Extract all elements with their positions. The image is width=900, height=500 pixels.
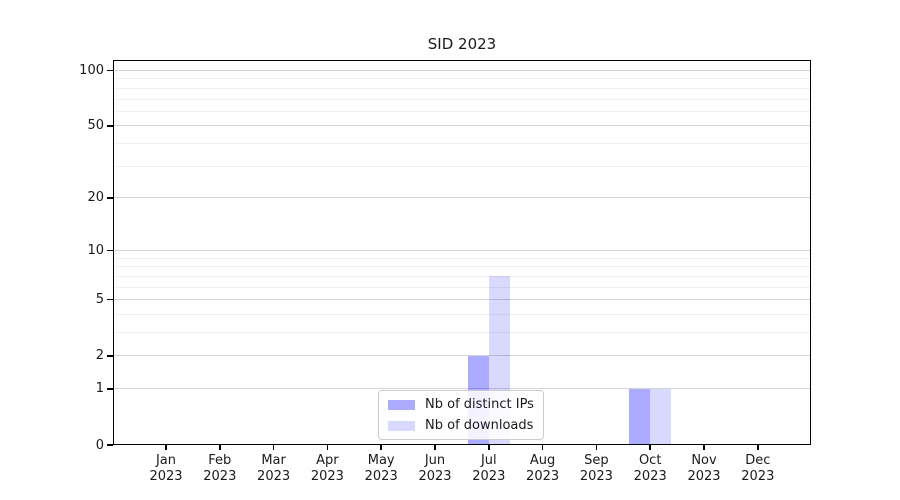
y-tick-mark-100 (107, 69, 113, 72)
legend-item-distinct-ips: Nb of distinct IPs (388, 396, 534, 413)
major-gridline-1 (113, 388, 811, 390)
x-tick-label-may: May 2023 (364, 453, 398, 484)
y-tick-mark-0 (107, 444, 113, 446)
y-tick-label-10: 10 (87, 242, 104, 258)
x-tick-label-sep: Sep 2023 (579, 453, 613, 484)
major-gridline-10 (113, 249, 811, 251)
minor-gridline-9 (113, 257, 811, 259)
x-tick-mark-feb (219, 445, 221, 450)
bar-oct-downloads (650, 388, 672, 445)
y-tick-label-5: 5 (95, 292, 104, 308)
bar-oct-distinct-ips (629, 388, 651, 445)
y-tick-mark-10 (107, 249, 113, 252)
x-tick-mark-dec (757, 445, 759, 450)
y-tick-mark-1 (107, 388, 113, 390)
plot-border (113, 60, 811, 445)
y-tick-label-0: 0 (95, 437, 104, 453)
x-tick-label-oct: Oct 2023 (633, 453, 667, 484)
y-tick-label-50: 50 (87, 118, 104, 134)
plot-area: Nb of distinct IPs Nb of downloads (113, 60, 811, 445)
major-gridline-20 (113, 197, 811, 199)
x-tick-label-aug: Aug 2023 (526, 453, 560, 484)
minor-gridline-60 (113, 110, 811, 112)
x-tick-label-mar: Mar 2023 (257, 453, 291, 484)
x-tick-label-nov: Nov 2023 (687, 453, 721, 484)
legend-label-distinct-ips: Nb of distinct IPs (425, 397, 534, 412)
legend: Nb of distinct IPs Nb of downloads (378, 390, 544, 440)
x-tick-label-jul: Jul 2023 (472, 453, 506, 484)
x-tick-label-feb: Feb 2023 (203, 453, 237, 484)
legend-item-downloads: Nb of downloads (388, 417, 534, 434)
x-tick-mark-mar (272, 445, 275, 450)
y-tick-label-100: 100 (79, 63, 104, 79)
minor-gridline-40 (113, 143, 811, 145)
x-tick-label-dec: Dec 2023 (741, 453, 775, 484)
legend-swatch-downloads (388, 420, 415, 431)
x-tick-mark-sep (595, 445, 598, 450)
y-tick-mark-5 (107, 298, 113, 301)
minor-gridline-90 (113, 78, 811, 80)
y-tick-label-2: 2 (95, 348, 104, 364)
y-tick-mark-20 (107, 197, 113, 199)
x-tick-label-apr: Apr 2023 (310, 453, 344, 484)
major-gridline-5 (113, 299, 811, 301)
minor-gridline-6 (113, 286, 811, 288)
y-tick-mark-50 (107, 125, 113, 127)
x-tick-label-jan: Jan 2023 (149, 453, 183, 484)
minor-gridline-7 (113, 275, 811, 277)
minor-gridline-4 (113, 313, 811, 315)
chart-title: SID 2023 (427, 35, 497, 53)
minor-gridline-3 (113, 332, 811, 334)
x-tick-mark-jan (165, 445, 167, 450)
major-gridline-2 (113, 355, 811, 357)
major-gridline-100 (113, 70, 811, 72)
y-tick-label-1: 1 (95, 381, 104, 397)
minor-gridline-80 (113, 87, 811, 89)
minor-gridline-8 (113, 266, 811, 268)
minor-gridline-30 (113, 165, 811, 167)
minor-gridline-70 (113, 98, 811, 100)
x-tick-mark-jul (488, 445, 490, 450)
x-tick-mark-nov (703, 445, 705, 450)
legend-label-downloads: Nb of downloads (425, 418, 534, 433)
legend-swatch-distinct-ips (388, 399, 415, 410)
x-tick-mark-apr (326, 445, 329, 450)
x-tick-mark-may (380, 445, 382, 450)
major-gridline-50 (113, 125, 811, 127)
y-tick-mark-2 (107, 355, 113, 357)
x-tick-mark-aug (541, 445, 544, 450)
x-tick-mark-oct (649, 445, 651, 450)
x-tick-mark-jun (434, 445, 436, 450)
x-tick-label-jun: Jun 2023 (418, 453, 452, 484)
y-tick-label-20: 20 (87, 190, 104, 206)
